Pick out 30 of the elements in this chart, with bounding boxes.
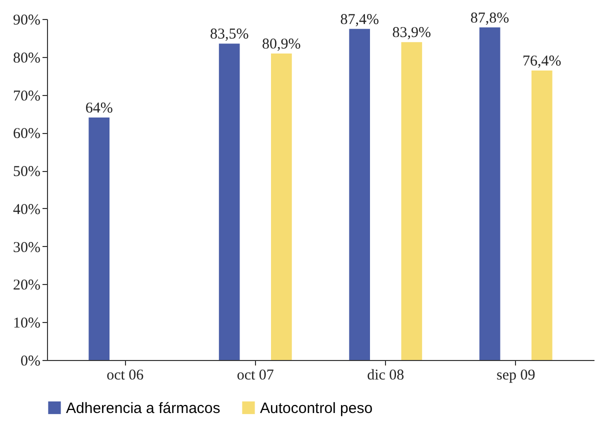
legend-label: Autocontrol peso (260, 400, 373, 417)
data-label: 80,9% (262, 36, 301, 52)
bar (401, 42, 422, 360)
data-label: 64% (85, 100, 113, 117)
y-tick-label: 30% (13, 240, 40, 256)
bar (271, 53, 292, 360)
y-tick-label: 70% (13, 88, 40, 104)
y-tick-label: 90% (13, 12, 40, 28)
data-label: 87,8% (470, 10, 510, 26)
y-tick-label: 50% (13, 164, 40, 180)
y-tick-label: 40% (13, 202, 40, 218)
x-tick-label: oct 06 (106, 368, 144, 384)
y-tick-label: 60% (13, 126, 40, 142)
data-label: 83,5% (210, 26, 249, 43)
data-label: 76,4% (522, 54, 562, 70)
bar (349, 28, 370, 360)
y-tick-label: 20% (13, 278, 40, 294)
data-label: 83,9% (392, 25, 432, 42)
legend-label: Adherencia a fármacos (66, 400, 220, 417)
x-tick-label: dic 08 (367, 368, 404, 384)
bar (218, 44, 240, 360)
x-tick-label: oct 07 (236, 368, 274, 384)
y-tick-label: 0% (20, 354, 40, 370)
bar (88, 118, 110, 360)
y-tick-label: 80% (13, 50, 40, 66)
x-tick-label: sep 09 (496, 368, 536, 384)
bar (531, 70, 552, 360)
bar (479, 27, 500, 360)
data-label: 87,4% (340, 12, 379, 28)
y-tick-label: 10% (13, 316, 40, 332)
